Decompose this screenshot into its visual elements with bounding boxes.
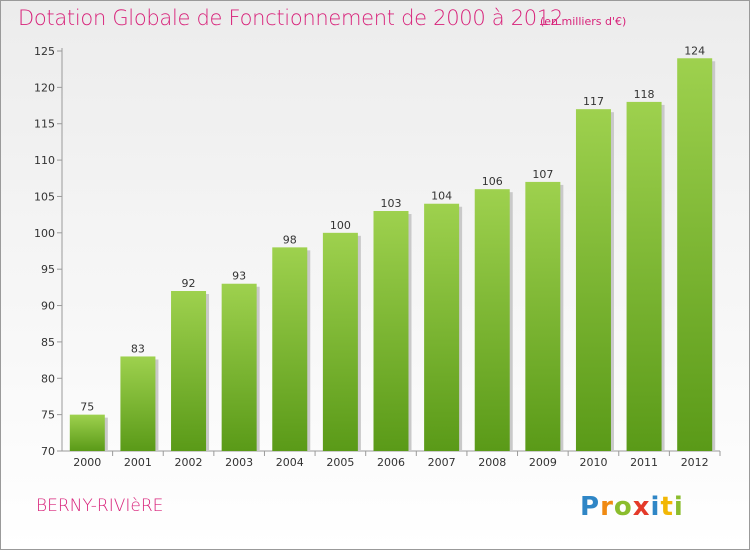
x-tick-label: 2003 xyxy=(225,456,253,469)
bar xyxy=(474,189,510,451)
x-tick-label: 2007 xyxy=(428,456,456,469)
bar-value-label: 92 xyxy=(182,277,196,290)
bar xyxy=(677,58,713,451)
y-tick-label: 70 xyxy=(41,445,55,458)
bar xyxy=(575,109,611,451)
y-tick-label: 100 xyxy=(34,227,55,240)
bar-value-label: 75 xyxy=(80,401,94,414)
x-tick-label: 2005 xyxy=(326,456,354,469)
bar xyxy=(171,291,207,451)
bar-value-label: 93 xyxy=(232,270,246,283)
bar xyxy=(424,203,460,451)
bar xyxy=(322,232,358,451)
bar-value-label: 103 xyxy=(381,197,402,210)
x-tick-label: 2004 xyxy=(276,456,304,469)
y-tick-label: 75 xyxy=(41,409,55,422)
x-tick-label: 2006 xyxy=(377,456,405,469)
bar xyxy=(373,211,409,451)
y-tick-label: 105 xyxy=(34,190,55,203)
bar-value-label: 106 xyxy=(482,175,503,188)
x-tick-label: 2000 xyxy=(73,456,101,469)
bar xyxy=(525,181,561,451)
y-tick-label: 95 xyxy=(41,263,55,276)
bar-value-label: 100 xyxy=(330,219,351,232)
y-tick-label: 90 xyxy=(41,300,55,313)
bar xyxy=(120,356,156,451)
x-tick-label: 2002 xyxy=(175,456,203,469)
y-tick-label: 125 xyxy=(34,45,55,58)
svg-text:Proxiti: Proxiti xyxy=(580,492,684,522)
y-tick-label: 115 xyxy=(34,118,55,131)
bar xyxy=(626,101,662,451)
x-tick-label: 2009 xyxy=(529,456,557,469)
x-tick-label: 2010 xyxy=(579,456,607,469)
x-tick-label: 2011 xyxy=(630,456,658,469)
bar-value-label: 124 xyxy=(684,44,705,57)
bar-value-label: 117 xyxy=(583,95,604,108)
bar-value-label: 98 xyxy=(283,233,297,246)
bar-value-label: 118 xyxy=(634,88,655,101)
bar-value-label: 83 xyxy=(131,342,145,355)
bar xyxy=(272,247,308,451)
x-tick-label: 2008 xyxy=(478,456,506,469)
proxiti-logo[interactable]: Proxiti xyxy=(578,488,690,522)
commune-name: BERNY-RIVIèRE xyxy=(36,496,164,516)
chart-title: Dotation Globale de Fonctionnement de 20… xyxy=(18,6,563,30)
y-tick-label: 120 xyxy=(34,81,55,94)
bar xyxy=(69,414,105,451)
bar-value-label: 104 xyxy=(431,190,452,203)
y-tick-label: 110 xyxy=(34,154,55,167)
plot-area: 70 75 80 85 90 95 100 105 110 115 120 125 75 2000 83 20… xyxy=(34,44,721,469)
x-tick-label: 2001 xyxy=(124,456,152,469)
bar-value-label: 107 xyxy=(532,168,553,181)
x-tick-label: 2012 xyxy=(681,456,709,469)
y-tick-label: 85 xyxy=(41,336,55,349)
bar xyxy=(221,283,257,451)
y-tick-label: 80 xyxy=(41,372,55,385)
chart-unit: (en milliers d'€) xyxy=(540,15,627,28)
